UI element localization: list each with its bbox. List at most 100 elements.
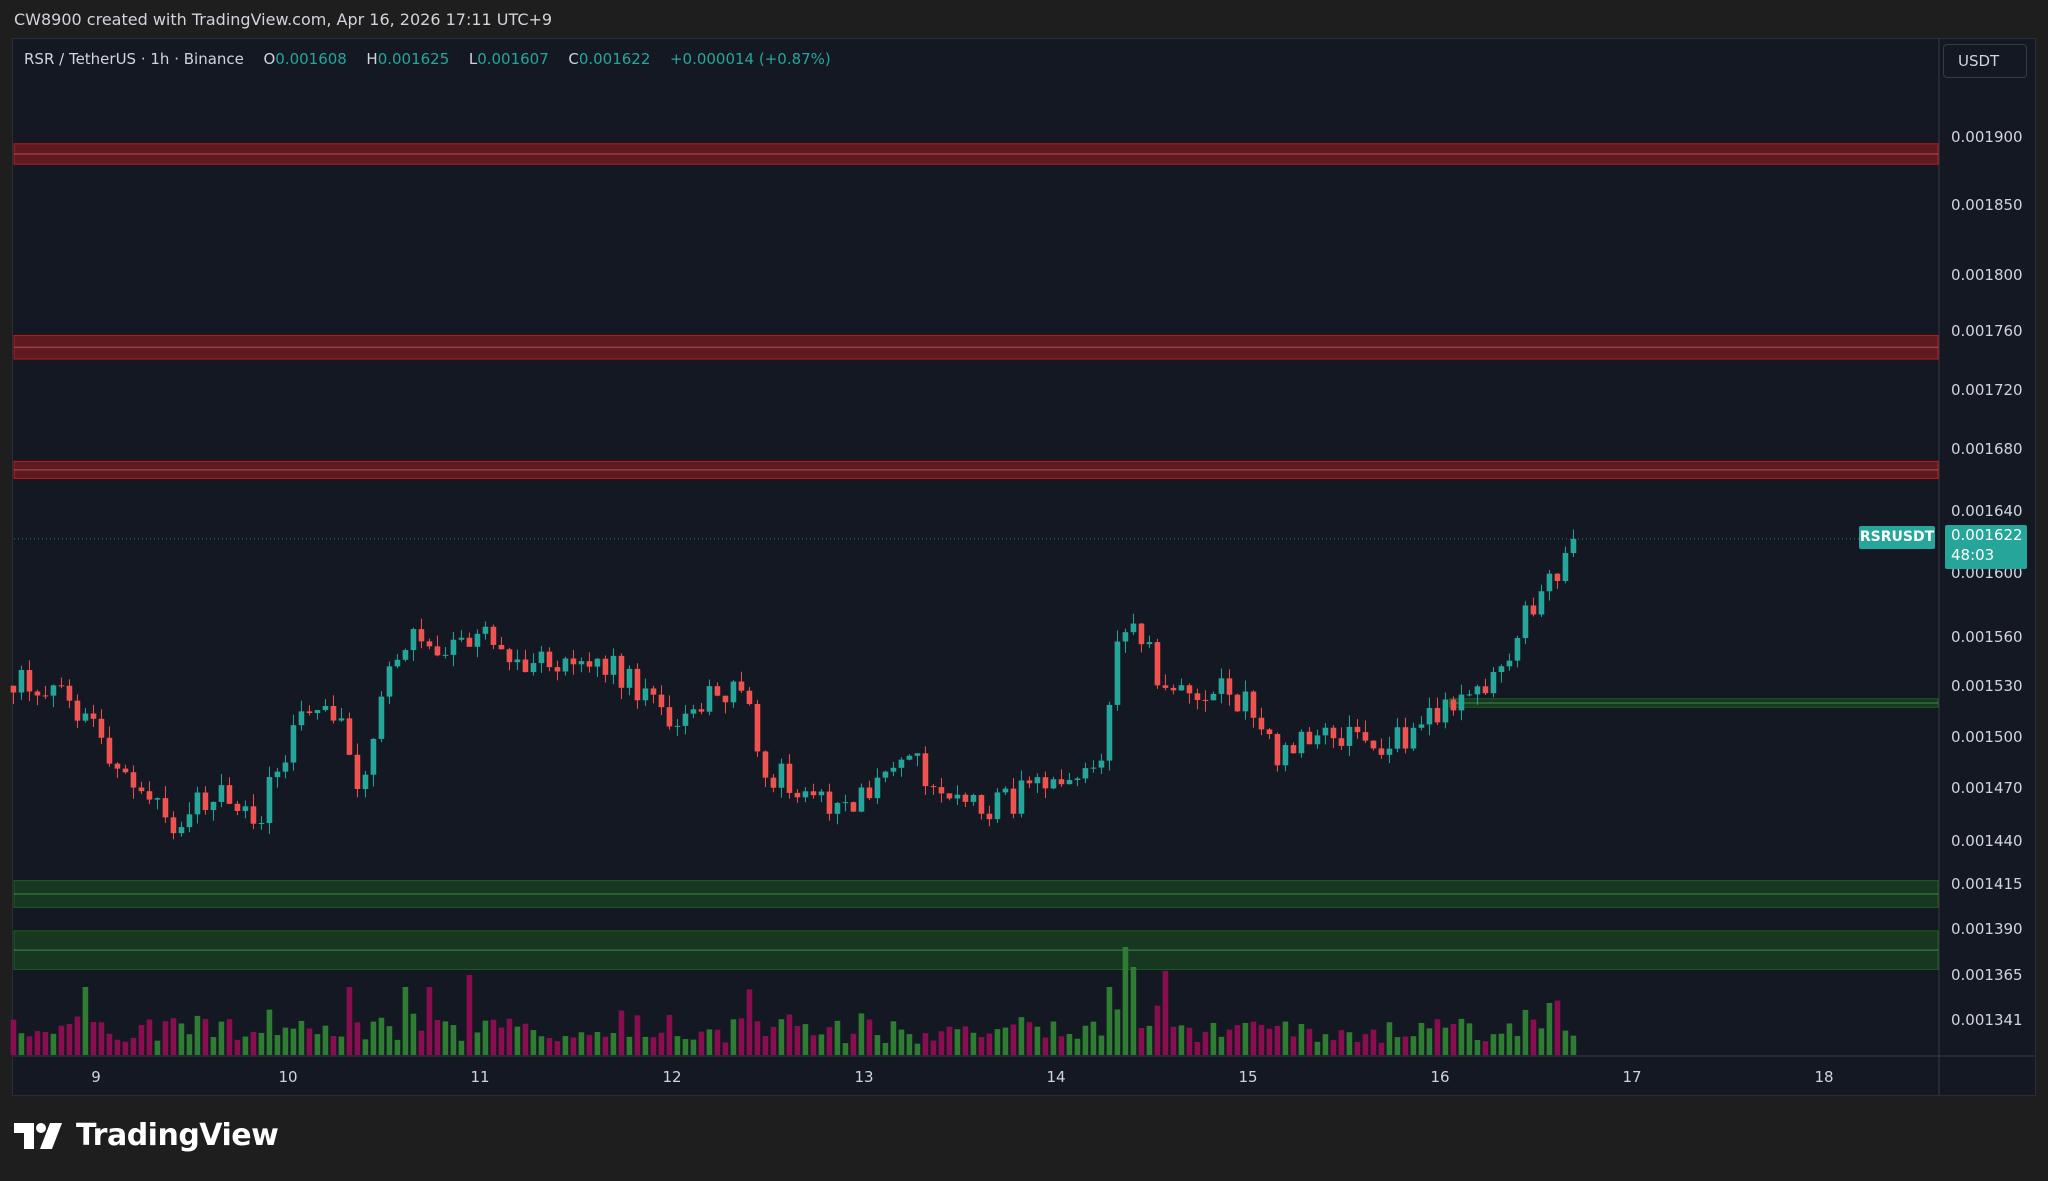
volume-bar [90,1021,97,1055]
chart-credit: CW8900 created with TradingView.com, Apr… [14,10,553,29]
volume-bar [34,1031,41,1055]
candle-body [1434,708,1441,723]
chart-frame[interactable] [12,38,2036,1096]
volume-bar [434,1019,441,1055]
candle-body [170,817,177,834]
candle-body [1378,748,1385,755]
volume-bar [962,1026,969,1055]
volume-bar [842,1043,849,1055]
volume-bar [610,1033,617,1055]
candle-body [1274,734,1281,766]
candle-body [402,650,409,660]
legend-low-value: 0.001607 [477,50,549,68]
candle-body [954,794,961,799]
candle-body [1290,745,1297,754]
candle-body [1122,632,1129,642]
volume-bar [882,1043,889,1055]
volume-bar [650,1037,657,1055]
candle-body [1402,727,1409,749]
candle-body [34,691,41,696]
candle-body [994,792,1001,820]
volume-bar [810,1035,817,1055]
volume-bar [146,1019,153,1055]
volume-bar [322,1025,329,1055]
volume-bar [10,1019,17,1055]
candle-body [58,685,65,687]
candle-body [1242,691,1249,712]
candle-body [914,753,921,756]
candle-body [690,709,697,714]
candle-body [898,759,905,768]
tradingview-logo[interactable]: TradingView [14,1118,279,1153]
candle-body [810,791,817,796]
candle-body [1562,553,1569,581]
candle-body [306,711,313,714]
candle-body [546,651,553,668]
volume-bar [938,1031,945,1055]
volume-bar [1170,1026,1177,1055]
candle-body [1018,780,1025,814]
symbol-legend: RSR / TetherUS · 1h · Binance O0.001608 … [24,50,831,68]
candle-body [202,792,209,811]
volume-bar [1018,1017,1025,1055]
candle-body [1346,726,1353,746]
candle-body [1338,738,1345,746]
volume-bar [898,1029,905,1055]
volume-bar [1106,987,1113,1055]
volume-bar [834,1020,841,1055]
volume-bar [730,1019,737,1055]
candle-body [130,772,137,788]
candle-body [1394,727,1401,749]
candle-body [1474,686,1481,695]
candle-body [122,768,129,773]
candle-body [946,793,953,799]
volume-bar [1058,1036,1065,1055]
volume-bar [330,1036,337,1055]
time-tick-label: 13 [854,1068,873,1086]
volume-bar [186,1034,193,1055]
volume-bar [194,1015,201,1055]
volume-bar [314,1034,321,1055]
volume-bar [1402,1036,1409,1055]
legend-symbol[interactable]: RSR / TetherUS · 1h · Binance [24,50,244,68]
candle-body [962,794,969,802]
volume-bar [418,1030,425,1055]
volume-bar [1098,1035,1105,1055]
volume-bar [946,1026,953,1055]
volume-bar [1114,1009,1121,1055]
candle-body [1498,666,1505,673]
candle-body [1410,727,1417,749]
candle-body [370,738,377,775]
candle-body [1138,623,1145,645]
price-chart[interactable]: 0.001900 0.001850 0.001800 0.001760 0.001720… [0,0,2048,1100]
time-tick-label: 18 [1814,1068,1833,1086]
volume-bar [866,1019,873,1055]
candle-body [1450,699,1457,711]
candle-body [354,754,361,790]
volume-bar [1242,1022,1249,1055]
volume-bar [1498,1033,1505,1055]
candle-body [1266,729,1273,735]
candle-body [1146,642,1153,645]
candle-body [866,787,873,799]
volume-bar [890,1021,897,1055]
candle-body [338,718,345,721]
volume-bar [482,1020,489,1055]
volume-bar [218,1021,225,1055]
candle-body [1554,573,1561,581]
candle-body [762,751,769,778]
tradingview-wordmark: TradingView [76,1118,279,1153]
volume-bar [1370,1029,1377,1055]
volume-bar [770,1026,777,1055]
price-tick-label: 0.001341 [1951,1011,2023,1029]
candle-body [1570,538,1577,554]
volume-bar [154,1040,161,1055]
candle-body [74,700,81,721]
volume-bar [506,1018,513,1055]
volume-bar [978,1036,985,1055]
candle-body [1354,726,1361,733]
volume-bar [954,1029,961,1055]
candle-body [1490,672,1497,694]
currency-selector[interactable]: USDT [1943,44,2027,78]
candle-body [266,777,273,824]
